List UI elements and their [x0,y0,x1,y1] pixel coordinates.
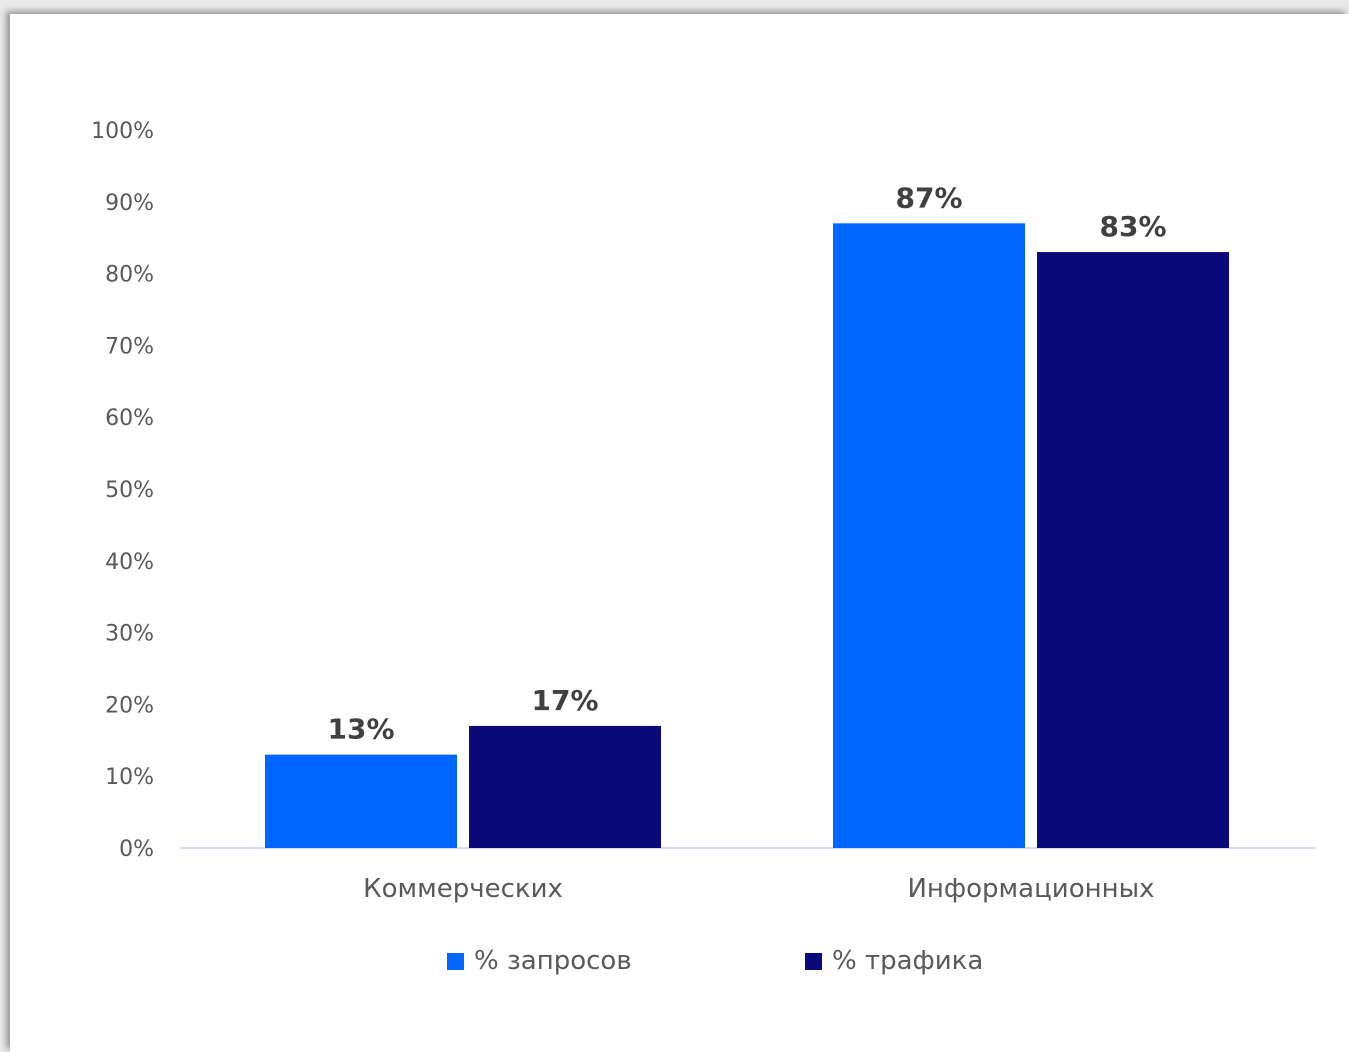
bar [265,754,457,848]
data-label: 83% [1099,210,1166,243]
y-tick-label: 10% [105,765,154,790]
data-label: 87% [895,181,962,214]
y-tick-label: 50% [105,478,154,503]
y-tick-label: 40% [105,550,154,575]
y-tick-label: 80% [105,263,154,288]
y-axis-ticks: 0% 10% 20% 30% 40% 50% 60% 70% 80% 90% 100% [91,119,154,862]
legend-swatch [805,953,822,970]
legend-label: % запросов [474,946,632,976]
y-tick-label: 60% [105,406,154,431]
y-tick-label: 20% [105,693,154,718]
data-label: 13% [327,713,394,746]
category-labels-group: Коммерческих Информационных [363,874,1154,904]
data-labels-group: 13% 17% 87% 83% [327,181,1166,745]
bar [1037,252,1229,848]
y-tick-label: 30% [105,622,154,647]
y-tick-label: 70% [105,334,154,359]
y-tick-label: 90% [105,191,154,216]
bar [833,223,1025,849]
bars-group [265,223,1229,849]
data-label: 17% [531,684,598,717]
bar [469,725,661,848]
category-label: Информационных [907,874,1154,904]
legend-label: % трафика [832,946,983,976]
legend-swatch [447,953,464,970]
y-tick-label: 0% [119,837,154,862]
legend: % запросов % трафика [447,946,983,976]
category-label: Коммерческих [363,874,563,904]
y-tick-label: 100% [91,119,154,144]
